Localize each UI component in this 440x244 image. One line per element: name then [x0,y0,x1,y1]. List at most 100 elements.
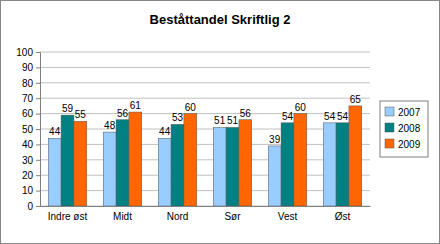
data-label: 44 [49,126,61,137]
y-tick-mark [36,98,40,99]
legend-label: 2007 [398,107,421,118]
grid-line [40,190,370,191]
bar [349,106,362,206]
data-label: 59 [62,103,74,114]
x-tick-label: Nord [167,211,189,222]
x-tick: Midt [113,211,132,222]
bar [336,123,349,206]
bar [74,121,87,206]
grid-line [40,159,370,160]
x-tick-label: Øst [335,211,351,222]
y-tick: 90 [22,62,40,73]
data-label: 61 [130,100,142,111]
x-tick-label: Vest [278,211,298,222]
bar [294,114,307,206]
y-tick: 80 [22,78,40,89]
bars [48,106,362,206]
bar [116,120,129,206]
x-tick: Øst [335,211,351,222]
y-tick-label: 10 [22,185,34,196]
legend-swatch [385,139,394,148]
data-label: 53 [172,112,184,123]
y-tick-mark [36,175,40,176]
plot: 4448445139545956535154545561605660650102… [16,47,370,222]
y-tick-label: 20 [22,170,34,181]
bar [103,132,116,206]
bar [281,123,294,206]
bar [184,114,197,206]
data-label: 56 [117,108,129,119]
grid [40,52,370,206]
legend-label: 2008 [398,123,421,134]
data-label: 54 [337,111,349,122]
x-tick: Sør [224,211,241,222]
grid-line [40,144,370,145]
x-axis-line [41,206,371,207]
x-tick: Nord [167,211,189,222]
bar [239,120,252,206]
grid-line [40,82,370,83]
y-tick-label: 50 [22,124,34,135]
y-tick: 0 [27,201,40,212]
chart-frame [1,1,440,244]
x-tick-label: Indre øst [48,211,88,222]
bar [226,127,239,206]
y-tick: 50 [22,124,40,135]
y-tick-label: 60 [22,108,34,119]
y-tick: 100 [16,47,40,58]
y-tick-mark [36,144,40,145]
legend-swatch [385,107,394,116]
x-tick-label: Sør [224,211,241,222]
legend-frame [380,101,428,157]
legend-swatch [385,123,394,132]
data-label: 48 [104,120,116,131]
x-tick-label: Midt [113,211,132,222]
bar [129,112,142,206]
y-axis-line [36,53,41,207]
y-tick-mark [36,160,40,161]
data-label: 56 [240,108,252,119]
grid-line [40,67,370,68]
data-label: 51 [227,115,239,126]
y-tick-label: 80 [22,78,34,89]
y-tick-label: 30 [22,155,34,166]
y-tick: 30 [22,155,40,166]
title: Beståttandel Skriftlig 2 [150,12,291,27]
grid-line [40,206,370,207]
bar [48,138,61,206]
y-tick-mark [36,83,40,84]
data-label: 60 [295,102,307,113]
y-tick-mark [36,129,40,130]
legend-label: 2009 [398,139,421,150]
y-tick: 60 [22,108,40,119]
bar [171,124,184,206]
x-axis: Indre øst Midt Nord Sør Vest Øst [41,207,371,223]
y-tick-label: 70 [22,93,34,104]
y-tick-mark [36,114,40,115]
y-tick-mark [36,67,40,68]
grid-line [40,129,370,130]
grid-line [40,98,370,99]
grid-line [40,52,370,53]
bar [213,127,226,206]
y-tick: 10 [22,185,40,196]
bar [158,138,171,206]
y-tick-mark [36,191,40,192]
y-tick-label: 100 [16,47,33,58]
bar [61,115,74,206]
data-label: 55 [75,109,87,120]
y-tick: 70 [22,93,40,104]
grid-line [40,175,370,176]
chart: Beståttandel Skriftlig 24448445139545956… [0,0,440,244]
y-tick: 20 [22,170,40,181]
data-label: 65 [350,94,362,105]
y-tick: 40 [22,139,40,150]
grid-line [40,113,370,114]
x-tick: Vest [278,211,298,222]
data-labels: 444844513954595653515454556160566065 [49,94,361,145]
y-tick-mark [36,52,40,53]
y-axis: 0 10 20 30 40 50 60 70 80 90 100 [16,47,40,212]
y-tick-label: 90 [22,62,34,73]
data-label: 51 [214,115,226,126]
legend: 2007 2008 2009 [380,101,428,157]
